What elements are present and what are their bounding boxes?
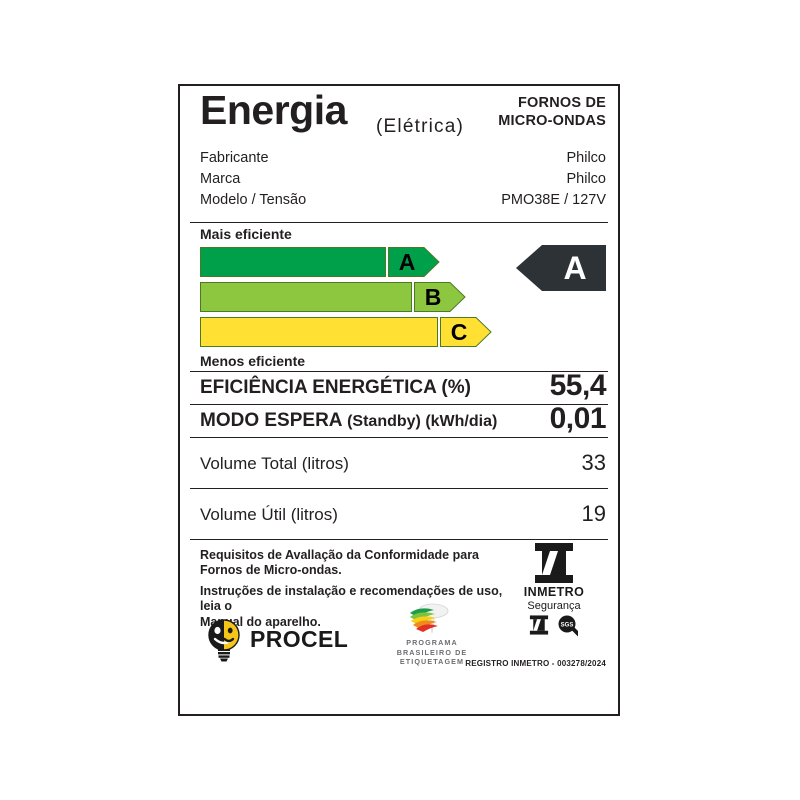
- row-volume-total: Volume Total (litros) 33: [190, 438, 608, 488]
- metric-standby-label-sub: (Standby) (kWh/dia): [347, 413, 498, 430]
- efficiency-tag-b: B: [414, 282, 466, 312]
- label-header: Energia (Elétrica) FORNOS DE MICRO-ONDAS: [190, 87, 608, 150]
- divider-above-scale: [190, 222, 608, 223]
- divider-above-footer: [190, 539, 608, 540]
- manufacturer-label: Fabricante: [200, 150, 269, 166]
- divider-above-metrics: [190, 371, 608, 372]
- efficiency-bar-b: [200, 282, 412, 312]
- inmetro-n-icon: [535, 543, 573, 583]
- manufacturer-value: Philco: [566, 150, 607, 166]
- row-model: Modelo / Tensão PMO38E / 127V: [190, 192, 608, 222]
- most-efficient-label: Mais eficiente: [200, 226, 292, 242]
- efficiency-scale: Mais eficiente A: [190, 223, 608, 371]
- title-qualifier: (Elétrica): [376, 116, 465, 137]
- divider-above-volume-util: [190, 488, 608, 489]
- row-brand: Marca Philco: [190, 171, 608, 192]
- pbe-swoosh-icon: [410, 603, 449, 634]
- efficiency-tag-b-letter: B: [424, 284, 442, 310]
- metric-energy-efficiency-value: 55,4: [549, 369, 607, 402]
- pbe-wordmark: PROGRAMA BRASILEIRO DE ETIQUETAGEM: [386, 638, 478, 667]
- volume-util-label: Volume Útil (litros): [200, 505, 338, 524]
- least-efficient-label: Menos eficiente: [200, 353, 306, 369]
- divider-above-volume-total: [190, 437, 608, 438]
- rating-badge: A: [516, 245, 606, 291]
- pbe-line2: BRASILEIRO DE: [396, 647, 468, 657]
- lightbulb-icon: [208, 619, 240, 662]
- efficiency-bar-a: [200, 247, 386, 277]
- volume-total-label: Volume Total (litros): [200, 454, 349, 473]
- energy-efficiency-label: Energia (Elétrica) FORNOS DE MICRO-ONDAS…: [178, 84, 620, 716]
- label-footer: Requisitos de Avallação da Conformidade …: [190, 540, 608, 670]
- brand-value: Philco: [566, 171, 607, 187]
- metric-standby: MODO ESPERA (Standby) (kWh/dia) 0,01: [190, 402, 608, 437]
- model-value: PMO38E / 127V: [501, 192, 606, 208]
- metric-standby-label: MODO ESPERA (Standby) (kWh/dia): [200, 410, 497, 432]
- requirements-line1: Requisitos de Avallação da Conformidade …: [200, 548, 480, 562]
- metric-standby-value: 0,01: [549, 402, 607, 435]
- page-title: Energia: [200, 87, 347, 133]
- appliance-category-line1: FORNOS DE: [518, 95, 606, 111]
- pbe-line3: ETIQUETAGEM: [399, 657, 465, 667]
- requirements-line2: Fornos de Micro-ondas.: [200, 563, 342, 578]
- pbe-logo: PROGRAMA BRASILEIRO DE ETIQUETAGEM: [386, 602, 478, 666]
- instructions-line1: Instruções de instalação e recomendações…: [200, 584, 503, 614]
- sgs-icon: SGS: [558, 615, 578, 637]
- rating-badge-letter: A: [563, 250, 587, 286]
- metric-energy-efficiency-label-main: EFICIÊNCIA ENERGÉTICA (%): [200, 377, 471, 398]
- metric-standby-label-main: MODO ESPERA: [200, 410, 348, 431]
- procel-wordmark: PROCEL: [250, 626, 349, 652]
- procel-logo: PROCEL: [202, 618, 352, 662]
- certification-marks: SGS: [506, 614, 602, 642]
- inmetro-wordmark: INMETRO: [523, 585, 585, 599]
- inmetro-block: INMETRO Segurança: [506, 542, 602, 642]
- label-inner: Energia (Elétrica) FORNOS DE MICRO-ONDAS…: [190, 87, 608, 708]
- volume-total-value: 33: [581, 450, 606, 475]
- metric-energy-efficiency-label: EFICIÊNCIA ENERGÉTICA (%): [200, 377, 471, 399]
- row-volume-util: Volume Útil (litros) 19: [190, 489, 608, 539]
- metric-energy-efficiency: EFICIÊNCIA ENERGÉTICA (%) 55,4: [190, 369, 608, 404]
- efficiency-tag-c: C: [440, 317, 492, 347]
- appliance-category: FORNOS DE MICRO-ONDAS: [498, 94, 606, 131]
- efficiency-tag-a: A: [388, 247, 440, 277]
- efficiency-tag-a-letter: A: [398, 249, 416, 275]
- divider-between-metrics: [190, 404, 608, 405]
- brand-label: Marca: [200, 171, 241, 187]
- appliance-category-line2: MICRO-ONDAS: [498, 113, 606, 130]
- model-label: Modelo / Tensão: [200, 192, 307, 208]
- pbe-line1: PROGRAMA: [406, 638, 458, 647]
- requirements-text: Requisitos de Avallação da Conformidade …: [200, 548, 500, 579]
- inmetro-small-n-icon: [529, 615, 549, 635]
- row-manufacturer: Fabricante Philco: [190, 150, 608, 171]
- volume-util-value: 19: [581, 501, 606, 526]
- registration-number: REGISTRO INMETRO - 003278/2024: [465, 659, 606, 668]
- efficiency-bar-c: [200, 317, 438, 347]
- sgs-wordmark: SGS: [561, 623, 574, 629]
- efficiency-tag-c-letter: C: [450, 319, 468, 345]
- inmetro-seguranca-label: Segurança: [527, 600, 581, 612]
